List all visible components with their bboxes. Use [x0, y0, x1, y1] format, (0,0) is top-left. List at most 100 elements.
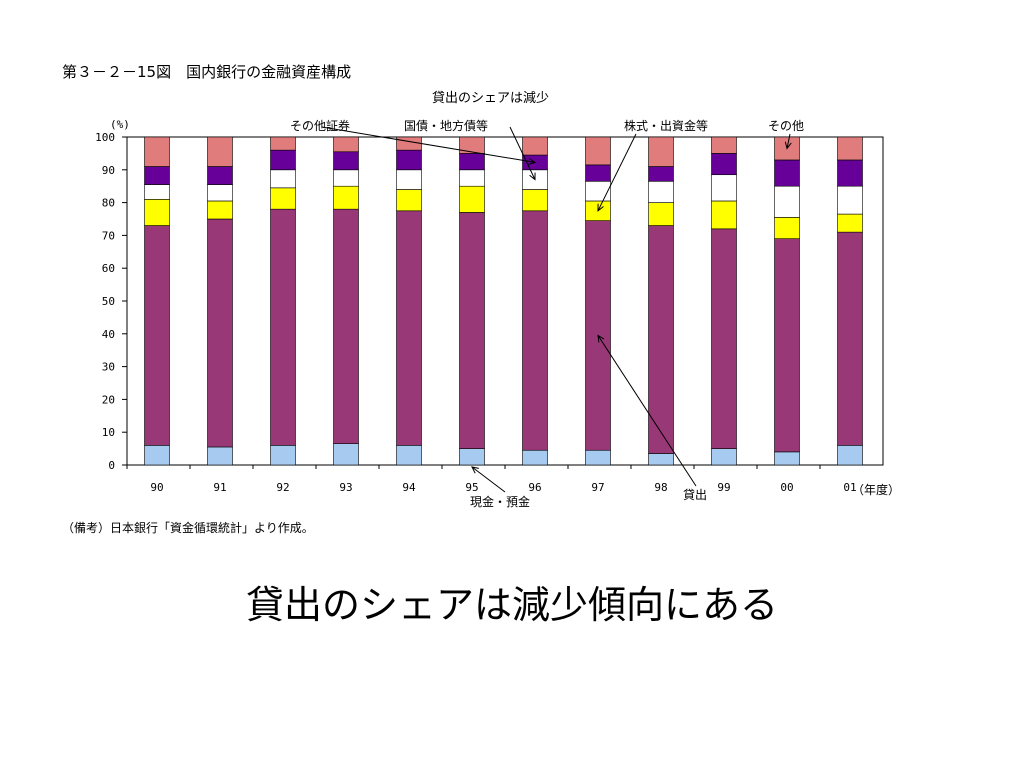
annotation-label: その他 [768, 119, 804, 133]
bar-segment [585, 164, 611, 182]
y-tick-label: 0 [108, 459, 115, 472]
bar-segment [459, 153, 485, 171]
bar-segment [396, 169, 422, 190]
bar-segment [774, 185, 800, 218]
bar-segment [144, 225, 170, 446]
bar-segment [648, 202, 674, 226]
y-tick-label: 40 [102, 328, 115, 341]
bar-segment [396, 136, 422, 151]
bar-segment [270, 149, 296, 171]
plot-area [126, 136, 884, 466]
bar-segment [207, 184, 233, 202]
bar-segment [837, 231, 863, 446]
y-tick-label: 50 [102, 295, 115, 308]
bar-segment [144, 445, 170, 466]
annotation-arrowhead [529, 172, 536, 181]
annotation-arrow [471, 466, 506, 493]
bar-segment [144, 184, 170, 200]
annotation-arrowhead [528, 157, 537, 165]
bar-segment [207, 166, 233, 185]
bar-segment [711, 174, 737, 202]
bar-segment [459, 185, 485, 213]
bar-segment [270, 445, 296, 466]
annotation-label: その他証券 [290, 118, 350, 133]
y-tick-label: 80 [102, 197, 115, 210]
source-note: （備考）日本銀行「資金循環統計」より作成。 [62, 521, 314, 535]
bar-segment [711, 200, 737, 230]
bar-segment [837, 159, 863, 187]
bar-segment [333, 185, 359, 210]
x-tick-label: 95 [465, 481, 478, 494]
bar-segment [837, 213, 863, 233]
x-tick-label: 96 [528, 481, 541, 494]
bar-segment [711, 228, 737, 449]
figure-subtitle: 貸出のシェアは減少 [432, 91, 550, 106]
y-tick-label: 100 [95, 131, 115, 144]
bar-segment [648, 453, 674, 466]
bar-segment [837, 136, 863, 161]
annotation-arrowhead [784, 141, 792, 150]
annotation-label: 国債・地方債等 [404, 118, 488, 133]
bar-segment [333, 443, 359, 466]
bar-segment [711, 448, 737, 466]
bar-segment [270, 169, 296, 189]
bar-segment [585, 449, 611, 466]
annotation-arrowhead [597, 203, 604, 212]
bar-segment [459, 136, 485, 154]
bar-segment [585, 136, 611, 166]
annotation-arrowhead [471, 466, 479, 474]
bar-segment [144, 136, 170, 167]
slide-caption: 貸出のシェアは減少傾向にある [245, 583, 778, 627]
bar-segment [648, 166, 674, 182]
y-tick-label: 10 [102, 426, 115, 439]
y-tick-label: 60 [102, 262, 115, 275]
bar-segment [837, 185, 863, 215]
bar-segment [270, 187, 296, 210]
bar-segment [207, 136, 233, 167]
x-tick-label: 94 [402, 481, 416, 494]
bar-segment [207, 218, 233, 448]
figure-title: 第３－２－15図 国内銀行の金融資産構成 [62, 63, 352, 81]
x-tick-label: 90 [150, 481, 163, 494]
annotation-arrow [509, 126, 536, 180]
bar-segment [333, 208, 359, 444]
bar-segment [837, 445, 863, 466]
bar-segment [144, 199, 170, 226]
x-axis-unit-label: （年度） [852, 482, 900, 497]
annotation-arrow [597, 335, 697, 487]
y-tick-label: 30 [102, 361, 115, 374]
bar-segment [207, 446, 233, 466]
bar-segment [522, 210, 548, 451]
bar-segment [396, 149, 422, 171]
x-tick-label: 91 [213, 481, 226, 494]
bar-segment [333, 136, 359, 153]
bar-segment [774, 217, 800, 239]
bar-segment [459, 212, 485, 449]
x-tick-label: 99 [717, 481, 730, 494]
y-axis-unit-label: (%) [110, 118, 130, 131]
bar-segment [774, 238, 800, 453]
bar-segment [648, 225, 674, 454]
bar-segment [207, 200, 233, 220]
bar-segment [270, 208, 296, 446]
bar-segment [648, 180, 674, 203]
bar-segment [396, 189, 422, 212]
bar-segment [522, 189, 548, 212]
bar-segment [522, 449, 548, 466]
x-tick-label: 97 [591, 481, 604, 494]
bar-segment [333, 151, 359, 171]
x-tick-label: 98 [654, 481, 667, 494]
annotation-arrow [597, 133, 637, 212]
bar-segment [144, 166, 170, 185]
x-tick-label: 92 [276, 481, 289, 494]
x-tick-label: 00 [780, 481, 793, 494]
annotation-arrow [786, 133, 791, 149]
bar-segment [459, 169, 485, 187]
bar-segment [333, 169, 359, 187]
annotation-label: 株式・出資金等 [624, 118, 708, 133]
y-tick-label: 90 [102, 164, 115, 177]
x-tick-label: 01 [843, 481, 856, 494]
bar-segment [396, 445, 422, 466]
bar-segment [774, 451, 800, 466]
